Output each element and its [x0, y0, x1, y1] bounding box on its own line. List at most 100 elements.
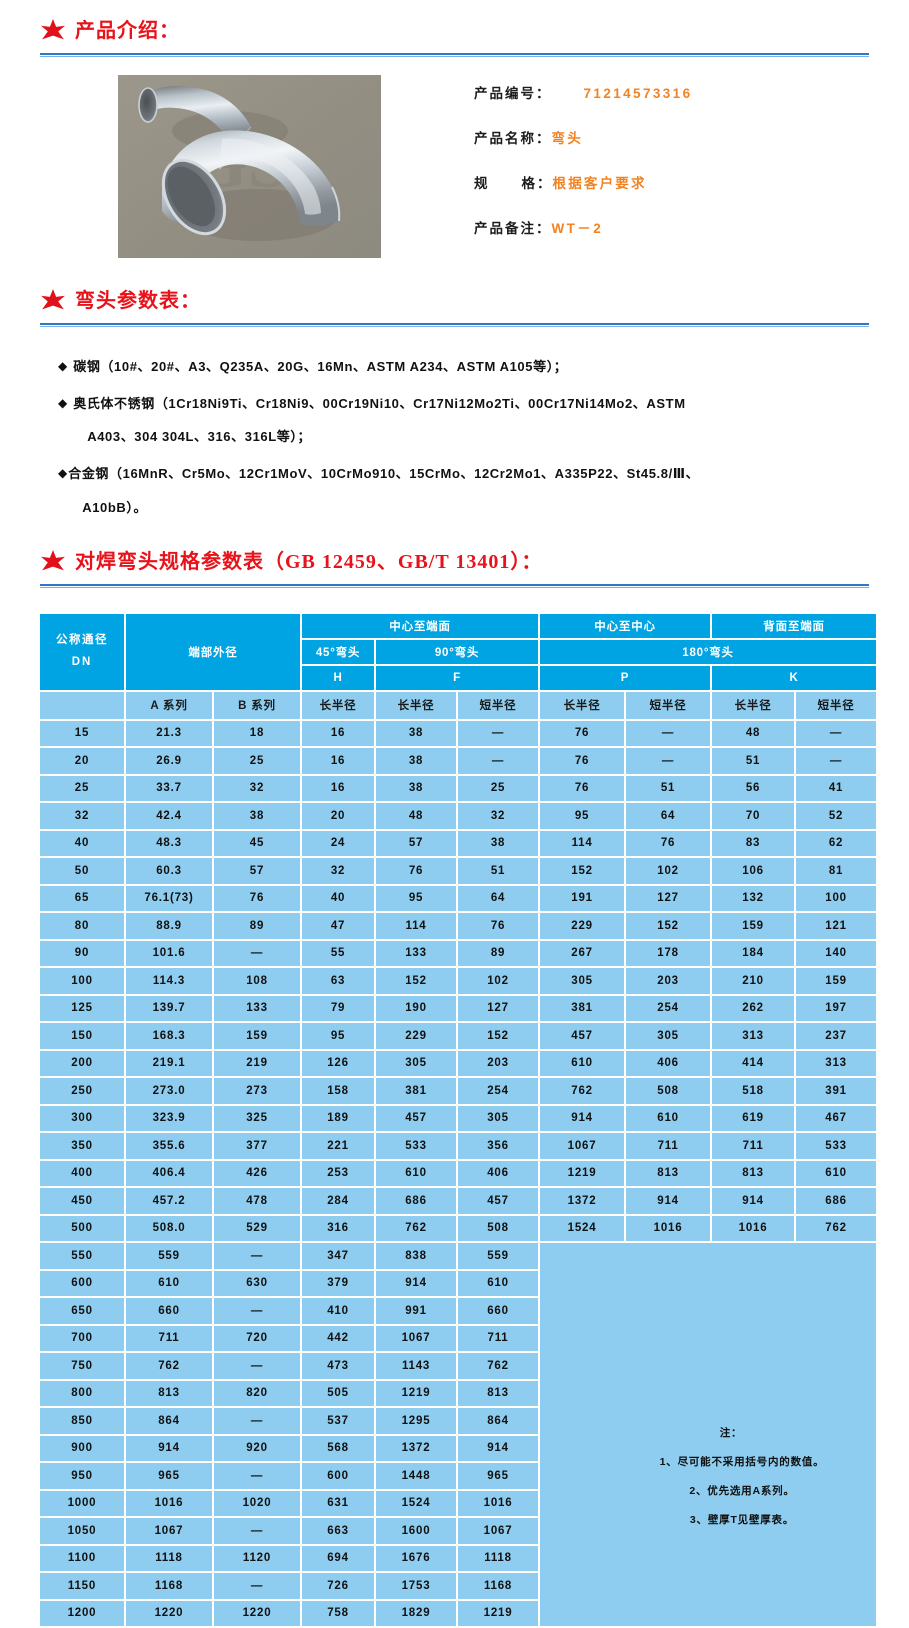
table-cell: 400: [40, 1160, 124, 1187]
table-cell: 800: [40, 1380, 124, 1407]
table-cell: 95: [302, 1023, 375, 1049]
butt-weld-elbow-spec-table: 公称通径 DN 端部外径 中心至端面 中心至中心 背面至端面 45°弯头 90°…: [38, 611, 879, 1628]
table-cell: —: [214, 1518, 301, 1544]
table-cell: 32: [458, 803, 539, 829]
table-cell: 305: [626, 1023, 711, 1049]
table-cell: 518: [712, 1078, 795, 1104]
table-cell: 45: [214, 830, 301, 857]
product-code-row: 产品编号： 71214573316: [474, 82, 693, 127]
table-cell: 57: [376, 830, 457, 857]
table-cell: 914: [712, 1188, 795, 1214]
table-cell: 18: [214, 720, 301, 747]
table-cell: 250: [40, 1078, 124, 1104]
table-cell: 1067: [126, 1518, 212, 1544]
table-cell: 1067: [458, 1518, 539, 1544]
table-row: 850 864—537 1295 864: [40, 1408, 876, 1434]
table-cell: 1016: [458, 1490, 539, 1517]
table-cell: 101.6: [126, 940, 212, 967]
table-cell: 1219: [540, 1160, 625, 1187]
product-spec-value: 根据客户要求: [552, 176, 647, 191]
table-cell: 457: [540, 1023, 625, 1049]
table-cell: 47: [302, 913, 375, 939]
table-cell: —: [214, 1408, 301, 1434]
spec-table-heading: 对焊弯头规格参数表（GB 12459、GB/T 13401）：: [0, 549, 909, 575]
section-divider: [40, 53, 869, 57]
header-letter-row: H F P K: [40, 665, 877, 690]
table-cell: 150: [40, 1023, 124, 1049]
table-cell: 610: [626, 1105, 711, 1132]
header-sub-cell-5: 短半径: [458, 691, 539, 719]
table-cell: 51: [626, 775, 711, 802]
table-cell: 305: [458, 1105, 539, 1132]
notes-item: 3、壁厚T见壁厚表。: [689, 1513, 795, 1526]
table-cell: 537: [302, 1408, 375, 1434]
table-cell: 1050: [40, 1518, 124, 1544]
six-point-star-icon: [40, 549, 66, 575]
table-cell: 200: [40, 1050, 124, 1077]
table-cell: 762: [540, 1078, 625, 1104]
table-cell: —: [626, 720, 711, 747]
header-group-row: 公称通径 DN 端部外径 中心至端面 中心至中心 背面至端面: [40, 613, 877, 690]
table-cell: 762: [376, 1215, 457, 1242]
table-row: 900 914 920 568 1372 914: [40, 1435, 876, 1462]
table-cell: —: [214, 1353, 301, 1379]
table-cell: 127: [626, 885, 711, 912]
table-cell: 100: [40, 968, 124, 994]
table-cell: 126: [302, 1050, 375, 1077]
header-sub-cell-8: 长半径: [712, 691, 795, 719]
table-cell: 508: [626, 1078, 711, 1104]
table-cell: 102: [626, 858, 711, 884]
table-cell: 663: [302, 1518, 375, 1544]
table-cell: 406: [458, 1160, 539, 1187]
table-row: 350 355.6 377 221 533 356 1067 711 711 533: [40, 1133, 877, 1159]
header-sub-cell-1: A 系列: [126, 691, 212, 719]
table-cell: 20: [302, 803, 375, 829]
table-cell: 1220: [126, 1600, 212, 1627]
table-cell: 1100: [40, 1545, 124, 1572]
table-row: 700 711 720 442 1067 711: [40, 1325, 876, 1352]
table-row: 15 21.3 18 16 38—76—48—: [40, 720, 877, 747]
table-cell: 813: [626, 1160, 711, 1187]
table-row: 32 42.4 38 20 48 32 95 64 70 52: [40, 803, 877, 829]
product-remark-row: 产品备注： WT－2: [474, 217, 693, 262]
table-cell: 32: [302, 858, 375, 884]
table-cell: 62: [796, 830, 877, 857]
table-cell: 914: [540, 1105, 625, 1132]
table-cell: 1016: [712, 1215, 795, 1242]
table-cell: —: [214, 1298, 301, 1324]
table-cell: 102: [458, 968, 539, 994]
table-cell: 660: [126, 1298, 212, 1324]
table-cell: 25: [214, 748, 301, 774]
table-cell: 88.9: [126, 913, 212, 939]
table-cell: 51: [712, 748, 795, 774]
table-cell: 610: [540, 1050, 625, 1077]
table-cell: 305: [376, 1050, 457, 1077]
table-cell: 267: [540, 940, 625, 967]
table-cell: 914: [126, 1435, 212, 1462]
table-cell: 16: [302, 748, 375, 774]
product-photo: GS: [118, 75, 381, 258]
table-cell: 125: [40, 995, 124, 1022]
table-cell: 500: [40, 1215, 124, 1242]
table-cell: 48: [712, 720, 795, 747]
table-cell: 106: [712, 858, 795, 884]
table-cell: 410: [302, 1298, 375, 1324]
table-cell: 820: [214, 1380, 301, 1407]
header-angle-row: 45°弯头 90°弯头 180°弯头: [40, 639, 877, 664]
table-cell: 550: [40, 1243, 124, 1269]
material-item: ◆ 合金钢（16MnR、Cr5Mo、12Cr1MoV、10CrMo910、15C…: [0, 464, 909, 517]
table-cell: 1118: [458, 1545, 539, 1572]
header-sub-cell-4: 长半径: [376, 691, 457, 719]
diamond-bullet-icon: ◆: [58, 359, 68, 373]
table-cell: 40: [40, 830, 124, 857]
table-cell: 1372: [376, 1435, 457, 1462]
table-cell: —: [796, 720, 877, 747]
product-name-row: 产品名称： 弯头: [474, 127, 693, 172]
table-row: 250 273.0 273 158 381 254 762 508 518 391: [40, 1078, 877, 1104]
table-cell: 379: [302, 1270, 375, 1297]
table-cell: 83: [712, 830, 795, 857]
table-row: 1100 1118 1120 694 1676 1118: [40, 1545, 876, 1572]
table-cell: 114: [376, 913, 457, 939]
material-item-text: 奥氏体不锈钢（1Cr18Ni9Ti、Cr18Ni9、00Cr19Ni10、Cr1…: [73, 394, 685, 447]
table-cell: 813: [712, 1160, 795, 1187]
